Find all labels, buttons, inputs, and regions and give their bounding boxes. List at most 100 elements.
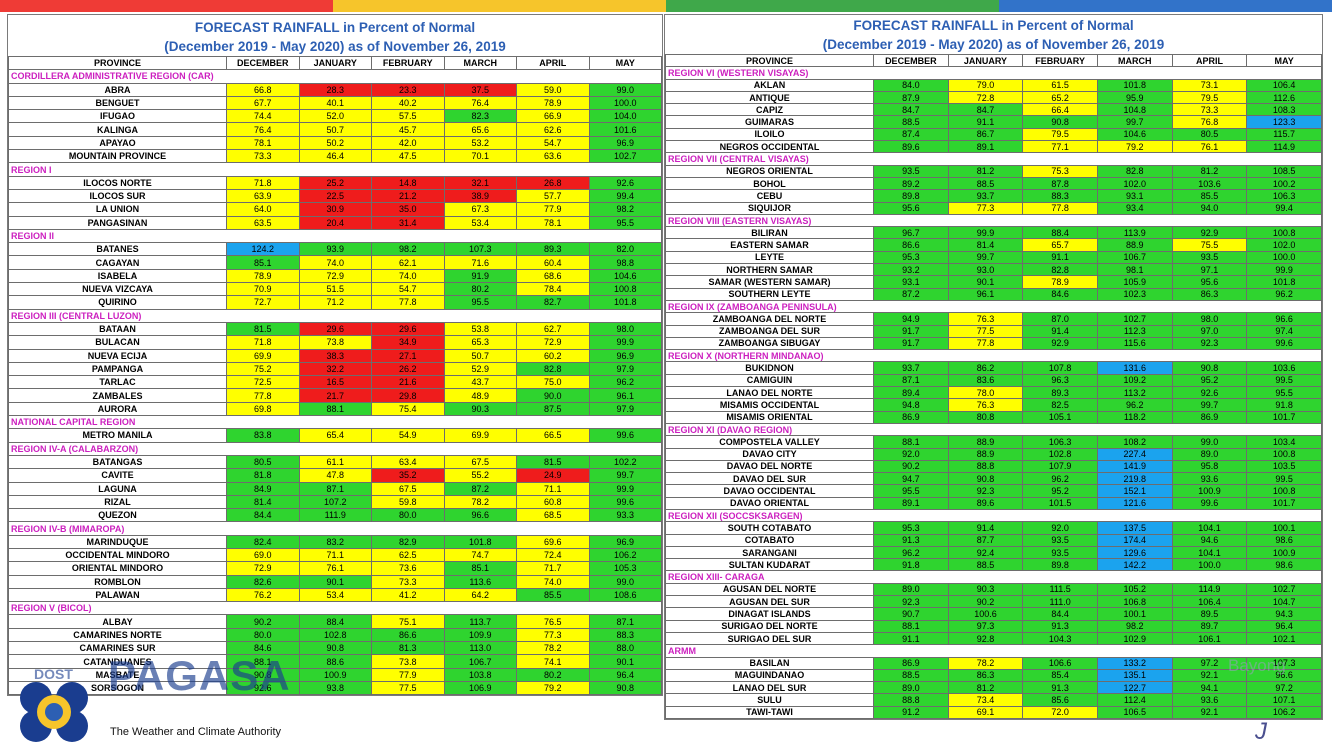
rainfall-value: 113.0 bbox=[443, 641, 517, 656]
rainfall-value: 107.9 bbox=[1022, 459, 1098, 474]
rainfall-value: 78.9 bbox=[226, 268, 300, 284]
rainfall-value: 97.9 bbox=[588, 401, 662, 417]
pagasa-logo: DOST PAGASA The Weather and Climate Auth… bbox=[10, 652, 330, 746]
province-name: SULU bbox=[665, 693, 874, 707]
province-row: BASILAN 86.9 78.2 106.6 133.2 97.2 107.3 bbox=[665, 656, 1322, 670]
rainfall-value: 89.0 bbox=[873, 681, 949, 695]
rainfall-value: 100.1 bbox=[1096, 607, 1173, 621]
rainfall-value: 79.0 bbox=[947, 78, 1024, 92]
rainfall-value: 90.2 bbox=[226, 614, 300, 629]
province-name: SAMAR (WESTERN SAMAR) bbox=[665, 275, 874, 289]
rainfall-value: 22.5 bbox=[298, 188, 372, 204]
province-row: SULU 88.8 73.4 85.6 112.4 93.6 107.1 bbox=[665, 693, 1322, 707]
province-name: QUIRINO bbox=[8, 295, 227, 310]
province-row: ISABELA 78.9 72.9 74.0 91.9 68.6 104.6 bbox=[8, 268, 662, 284]
rainfall-value: 93.3 bbox=[588, 508, 662, 523]
rainfall-value: 82.0 bbox=[588, 242, 662, 257]
rainfall-value: 51.5 bbox=[298, 282, 372, 297]
rainfall-value: 87.2 bbox=[443, 481, 517, 496]
rainfall-value: 87.4 bbox=[873, 127, 949, 142]
region-row: REGION XIII- CARAGA bbox=[665, 570, 1322, 584]
rainfall-value: 90.7 bbox=[873, 607, 949, 621]
rainfall-value: 91.3 bbox=[1022, 681, 1098, 695]
rainfall-value: 77.9 bbox=[516, 202, 590, 217]
province-name: LANAO DEL SUR bbox=[665, 681, 874, 695]
province-row: KALINGA 76.4 50.7 45.7 65.6 62.6 101.6 bbox=[8, 122, 662, 137]
province-name: BENGUET bbox=[8, 95, 227, 111]
province-row: CAMARINES NORTE 80.0 102.8 86.6 109.9 77.3 88.… bbox=[8, 627, 662, 643]
rainfall-value: 48.9 bbox=[443, 388, 517, 403]
rainfall-value: 104.0 bbox=[588, 109, 662, 124]
rainfall-value: 106.1 bbox=[1171, 631, 1248, 646]
rainfall-value: 101.8 bbox=[588, 295, 662, 310]
province-row: OCCIDENTAL MINDORO 69.0 71.1 62.5 74.7 72.4 10… bbox=[8, 547, 662, 563]
rainfall-value: 92.8 bbox=[947, 631, 1024, 646]
rainfall-value: 21.2 bbox=[371, 188, 445, 204]
rainfall-value: 76.5 bbox=[516, 614, 590, 629]
rainfall-value: 123.3 bbox=[1246, 115, 1322, 129]
right-forecast-panel: FORECAST RAINFALL in Percent of Normal (… bbox=[664, 14, 1323, 721]
rainfall-value: 80.2 bbox=[443, 282, 517, 297]
province-row: DAVAO DEL NORTE 90.2 88.8 107.9 141.9 95.8 103… bbox=[665, 459, 1322, 474]
province-row: NUEVA ECIJA 69.9 38.3 27.1 50.7 60.2 96.9 bbox=[8, 348, 662, 363]
province-name: ZAMBOANGA SIBUGAY bbox=[665, 336, 874, 351]
right-title-line2: (December 2019 - May 2020) as of Novembe… bbox=[822, 37, 1165, 52]
rainfall-value: 67.3 bbox=[443, 202, 517, 217]
province-row: MISAMIS ORIENTAL 86.9 80.8 105.1 118.2 86.9 10… bbox=[665, 410, 1322, 424]
rainfall-value: 106.3 bbox=[1246, 189, 1322, 203]
region-row: REGION X (NORTHERN MINDANAO) bbox=[665, 349, 1322, 363]
rainfall-value: 46.4 bbox=[298, 149, 372, 164]
province-row: IFUGAO 74.4 52.0 57.5 82.3 66.9 104.0 bbox=[8, 109, 662, 124]
rainfall-value: 100.0 bbox=[1246, 250, 1322, 265]
rainfall-value: 53.4 bbox=[298, 587, 372, 603]
rainfall-value: 37.5 bbox=[443, 82, 517, 97]
rainfall-value: 113.9 bbox=[1096, 226, 1173, 240]
province-row: CAGAYAN 85.1 74.0 62.1 71.6 60.4 98.8 bbox=[8, 255, 662, 270]
rainfall-value: 99.9 bbox=[1246, 263, 1322, 277]
rainfall-value: 57.7 bbox=[516, 188, 590, 204]
left-title-line1: FORECAST RAINFALL in Percent of Normal bbox=[194, 20, 476, 35]
rainfall-value: 95.9 bbox=[1096, 90, 1173, 105]
rainfall-value: 104.6 bbox=[588, 268, 662, 284]
province-row: NEGROS OCCIDENTAL 89.6 89.1 77.1 79.2 76.1 114… bbox=[665, 140, 1322, 154]
rainfall-value: 96.9 bbox=[588, 534, 662, 549]
province-name: GUIMARAS bbox=[665, 115, 874, 129]
province-name: SURIGAO DEL NORTE bbox=[665, 619, 874, 633]
region-row: REGION II bbox=[8, 228, 662, 244]
rainfall-value: 78.4 bbox=[516, 282, 590, 297]
rainfall-value: 78.1 bbox=[516, 215, 590, 230]
region-label: REGION VII (CENTRAL VISAYAS) bbox=[665, 152, 1322, 166]
right-header-cell: FEBRUARY bbox=[1022, 53, 1098, 68]
rainfall-value: 89.8 bbox=[1022, 558, 1098, 572]
region-label: ARMM bbox=[665, 644, 1322, 658]
rainfall-value: 82.8 bbox=[516, 361, 590, 377]
province-name: TAWI-TAWI bbox=[665, 705, 874, 720]
rainfall-value: 38.9 bbox=[443, 188, 517, 204]
rainfall-value: 95.8 bbox=[1171, 459, 1248, 474]
rainfall-value: 108.2 bbox=[1096, 435, 1173, 449]
rainfall-value: 89.2 bbox=[873, 176, 949, 191]
province-name: CAMARINES NORTE bbox=[8, 627, 227, 643]
province-name: BATANGAS bbox=[8, 454, 227, 470]
rainfall-value: 65.4 bbox=[298, 428, 372, 443]
rainfall-value: 29.6 bbox=[371, 321, 445, 337]
rainfall-value: 90.1 bbox=[588, 654, 662, 669]
rainfall-value: 92.1 bbox=[1171, 705, 1248, 720]
province-row: PALAWAN 76.2 53.4 41.2 64.2 85.5 108.6 bbox=[8, 587, 662, 603]
rainfall-value: 99.6 bbox=[1171, 496, 1248, 510]
rainfall-value: 90.3 bbox=[443, 401, 517, 417]
rainfall-value: 89.0 bbox=[873, 582, 949, 597]
rainfall-value: 94.9 bbox=[873, 312, 949, 326]
province-name: NEGROS OCCIDENTAL bbox=[665, 140, 874, 154]
rainfall-value: 103.8 bbox=[443, 667, 517, 682]
province-row: ABRA 66.8 28.3 23.3 37.5 59.0 99.0 bbox=[8, 82, 662, 97]
rainfall-value: 90.8 bbox=[298, 641, 372, 656]
rainfall-value: 103.6 bbox=[1171, 176, 1248, 191]
rainfall-value: 81.5 bbox=[226, 321, 300, 337]
rainfall-value: 89.3 bbox=[1022, 386, 1098, 400]
rainfall-value: 76.1 bbox=[1171, 140, 1248, 154]
rainfall-value: 97.3 bbox=[947, 619, 1024, 633]
rainfall-value: 73.4 bbox=[947, 693, 1024, 707]
province-row: MASBATE 90.8 100.9 77.9 103.8 80.2 96.4 bbox=[8, 667, 662, 682]
rainfall-value: 29.8 bbox=[371, 388, 445, 403]
